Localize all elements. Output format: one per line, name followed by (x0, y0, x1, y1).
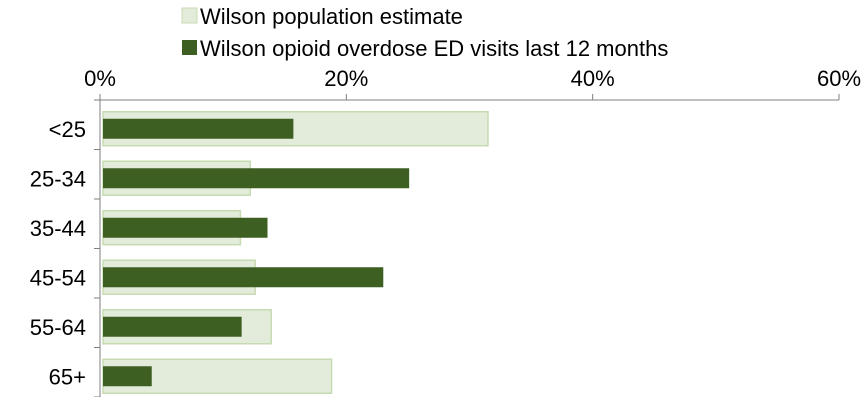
bar-population (102, 358, 333, 394)
x-tick-label: 60% (817, 66, 861, 91)
y-category-label: 55-64 (30, 315, 86, 340)
bar-ed-visits (103, 316, 242, 337)
legend-swatch-population (181, 7, 198, 24)
x-tick-label: 0% (84, 66, 116, 91)
bar-ed-visits (103, 366, 152, 387)
x-tick-label: 20% (324, 66, 368, 91)
y-category-label: <25 (49, 117, 86, 142)
legend-label-population: Wilson population estimate (200, 4, 463, 29)
bar-ed-visits (103, 217, 268, 238)
legend-label-ed-visits: Wilson opioid overdose ED visits last 12… (200, 36, 668, 61)
bar-ed-visits (103, 118, 294, 139)
x-tick-label: 40% (571, 66, 615, 91)
y-category-label: 35-44 (30, 216, 86, 241)
y-category-label: 45-54 (30, 265, 86, 290)
bar-ed-visits (103, 267, 384, 288)
y-category-label: 65+ (49, 364, 86, 389)
y-category-label: 25-34 (30, 166, 86, 191)
legend-swatch-ed-visits (182, 40, 197, 55)
bar-ed-visits (103, 168, 410, 189)
